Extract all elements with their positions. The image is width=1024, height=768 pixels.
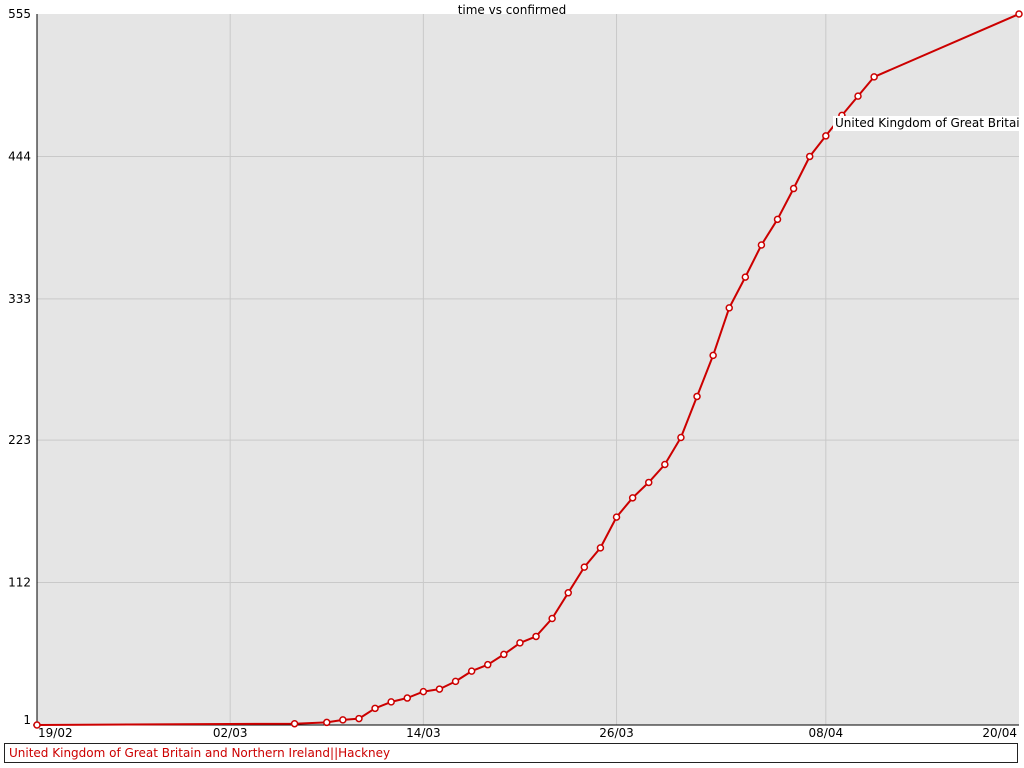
data-point: [661, 460, 669, 469]
data-point: [1015, 10, 1023, 18]
data-point: [870, 73, 878, 81]
y-tick-label: 444: [8, 149, 31, 163]
data-point: [290, 719, 299, 728]
data-point: [467, 667, 476, 675]
data-point: [612, 513, 621, 521]
x-tick-label: 19/02: [38, 726, 73, 740]
y-tick-label: 223: [8, 433, 31, 447]
data-point: [355, 714, 363, 723]
legend-entry: United Kingdom of Great Britain and Nort…: [9, 746, 391, 760]
plot-area: [37, 14, 1019, 725]
data-point: [339, 716, 347, 724]
data-point: [789, 184, 798, 193]
axes: 19/02 02/03 14/03 26/03 08/04 20/04 1 112 223 333…: [8, 7, 1019, 740]
x-tick-label: 02/03: [213, 726, 248, 740]
data-point: [33, 721, 41, 729]
data-point: [596, 544, 605, 552]
data-point: [451, 677, 460, 686]
legend: United Kingdom of Great Britain and Nort…: [4, 743, 1018, 763]
data-point: [741, 273, 750, 281]
series-end-label: United Kingdom of Great Britai: [835, 116, 1020, 130]
data-point: [435, 685, 444, 693]
y-tick-label: 1: [23, 713, 31, 727]
data-point: [757, 241, 766, 249]
series-layer: [33, 10, 1023, 729]
data-point: [854, 92, 862, 100]
x-tick-label: 20/04: [982, 726, 1017, 740]
x-tick-label: 14/03: [406, 726, 441, 740]
data-point: [693, 392, 701, 401]
end-label-bg: [833, 116, 1019, 131]
y-tick-label: 555: [8, 7, 31, 21]
data-point: [548, 614, 556, 623]
data-point: [773, 215, 782, 224]
data-point: [628, 494, 637, 502]
data-point: [532, 632, 540, 641]
data-point: [805, 152, 814, 161]
data-point: [484, 660, 492, 669]
y-tick-label: 112: [8, 576, 31, 590]
data-point: [419, 687, 428, 696]
chart-title: time vs confirmed: [458, 3, 567, 17]
y-tick-label: 333: [8, 292, 31, 306]
data-point: [371, 704, 379, 713]
data-point: [516, 639, 524, 647]
data-point: [500, 650, 508, 659]
data-point: [323, 718, 331, 727]
x-tick-label: 08/04: [809, 726, 844, 740]
end-label-layer: United Kingdom of Great Britai: [833, 116, 1020, 131]
data-point: [725, 304, 733, 312]
data-point: [580, 563, 589, 571]
data-point: [644, 478, 653, 487]
x-tick-label: 26/03: [599, 726, 634, 740]
data-point: [387, 698, 395, 706]
data-point: [677, 433, 685, 442]
line-chart: 19/02 02/03 14/03 26/03 08/04 20/04 1 112 223 333…: [8, 3, 1023, 740]
data-point: [709, 351, 717, 360]
data-point: [564, 589, 572, 597]
data-point: [822, 132, 830, 140]
data-point: [403, 694, 412, 702]
